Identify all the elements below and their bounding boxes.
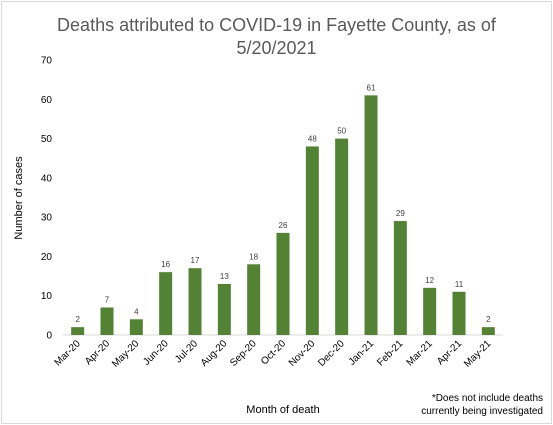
x-axis-title: Month of death — [246, 404, 319, 416]
x-tick-label: Sep-20 — [228, 338, 259, 369]
x-tick-label: Mar-21 — [405, 338, 435, 368]
chart-title-line-2: 5/20/2021 — [236, 38, 317, 58]
y-tick-label: 0 — [46, 331, 52, 342]
bar — [393, 221, 407, 335]
data-label: 7 — [105, 296, 110, 305]
data-label: 48 — [308, 134, 317, 143]
y-axis-title: Number of cases — [13, 156, 25, 240]
bar — [276, 232, 290, 335]
data-label: 2 — [486, 315, 491, 324]
x-tick-label: Apr-20 — [83, 338, 112, 367]
data-label: 61 — [367, 83, 376, 92]
y-tick-label: 40 — [41, 173, 53, 184]
bar — [247, 264, 261, 335]
bar — [159, 272, 173, 335]
bar — [305, 146, 319, 335]
x-tick-label: Mar-20 — [53, 338, 83, 368]
y-tick-label: 50 — [41, 134, 53, 145]
y-tick-label: 20 — [41, 252, 53, 263]
bar — [452, 291, 466, 335]
chart-title-line-1: Deaths attributed to COVID-19 in Fayette… — [57, 15, 496, 35]
bar — [100, 307, 114, 335]
data-label: 29 — [396, 209, 405, 218]
x-tick-label: May-20 — [110, 338, 142, 370]
bar — [188, 268, 202, 335]
y-tick-label: 30 — [41, 213, 53, 224]
x-tick-label: Jan-21 — [347, 338, 377, 368]
data-label: 12 — [425, 276, 434, 285]
y-tick-label: 10 — [41, 291, 53, 302]
bar — [129, 319, 143, 335]
bars-group — [71, 95, 495, 335]
data-label: 16 — [161, 260, 170, 269]
data-label: 50 — [337, 127, 346, 136]
bar — [71, 327, 85, 335]
x-tick-label: Aug-20 — [199, 338, 230, 369]
footnote-line-1: *Does not include deaths — [431, 393, 543, 404]
data-label: 11 — [455, 280, 464, 289]
bar — [481, 327, 495, 335]
data-label: 13 — [220, 272, 229, 281]
x-tick-label: Jul-20 — [173, 338, 200, 365]
bar — [364, 95, 378, 335]
y-axis-ticks: 0 10 20 30 40 50 60 70 — [41, 56, 53, 342]
bar — [217, 283, 231, 335]
x-tick-label: Apr-21 — [435, 338, 464, 367]
x-tick-label: May-21 — [462, 338, 494, 370]
data-label: 17 — [191, 256, 200, 265]
x-tick-label: Oct-20 — [259, 338, 288, 367]
x-tick-label: Feb-21 — [375, 338, 405, 368]
x-tick-label: Dec-20 — [316, 338, 347, 369]
x-tick-label: Jun-20 — [141, 338, 171, 368]
data-label: 26 — [279, 221, 288, 230]
bar — [423, 287, 437, 335]
x-tick-label: Nov-20 — [287, 338, 318, 369]
chart-title: Deaths attributed to COVID-19 in Fayette… — [0, 14, 553, 60]
footnote-line-2: currently being investigated — [421, 406, 543, 417]
y-tick-label: 60 — [41, 95, 53, 106]
data-label: 4 — [134, 307, 139, 316]
footnote: *Does not include deaths currently being… — [421, 392, 543, 418]
data-label: 18 — [249, 252, 258, 261]
data-label: 2 — [75, 315, 80, 324]
bar — [335, 138, 349, 335]
y-tick-label: 70 — [41, 56, 53, 67]
data-labels-group: 2 7 4 16 17 13 18 26 48 50 61 29 12 11 2 — [75, 83, 491, 324]
